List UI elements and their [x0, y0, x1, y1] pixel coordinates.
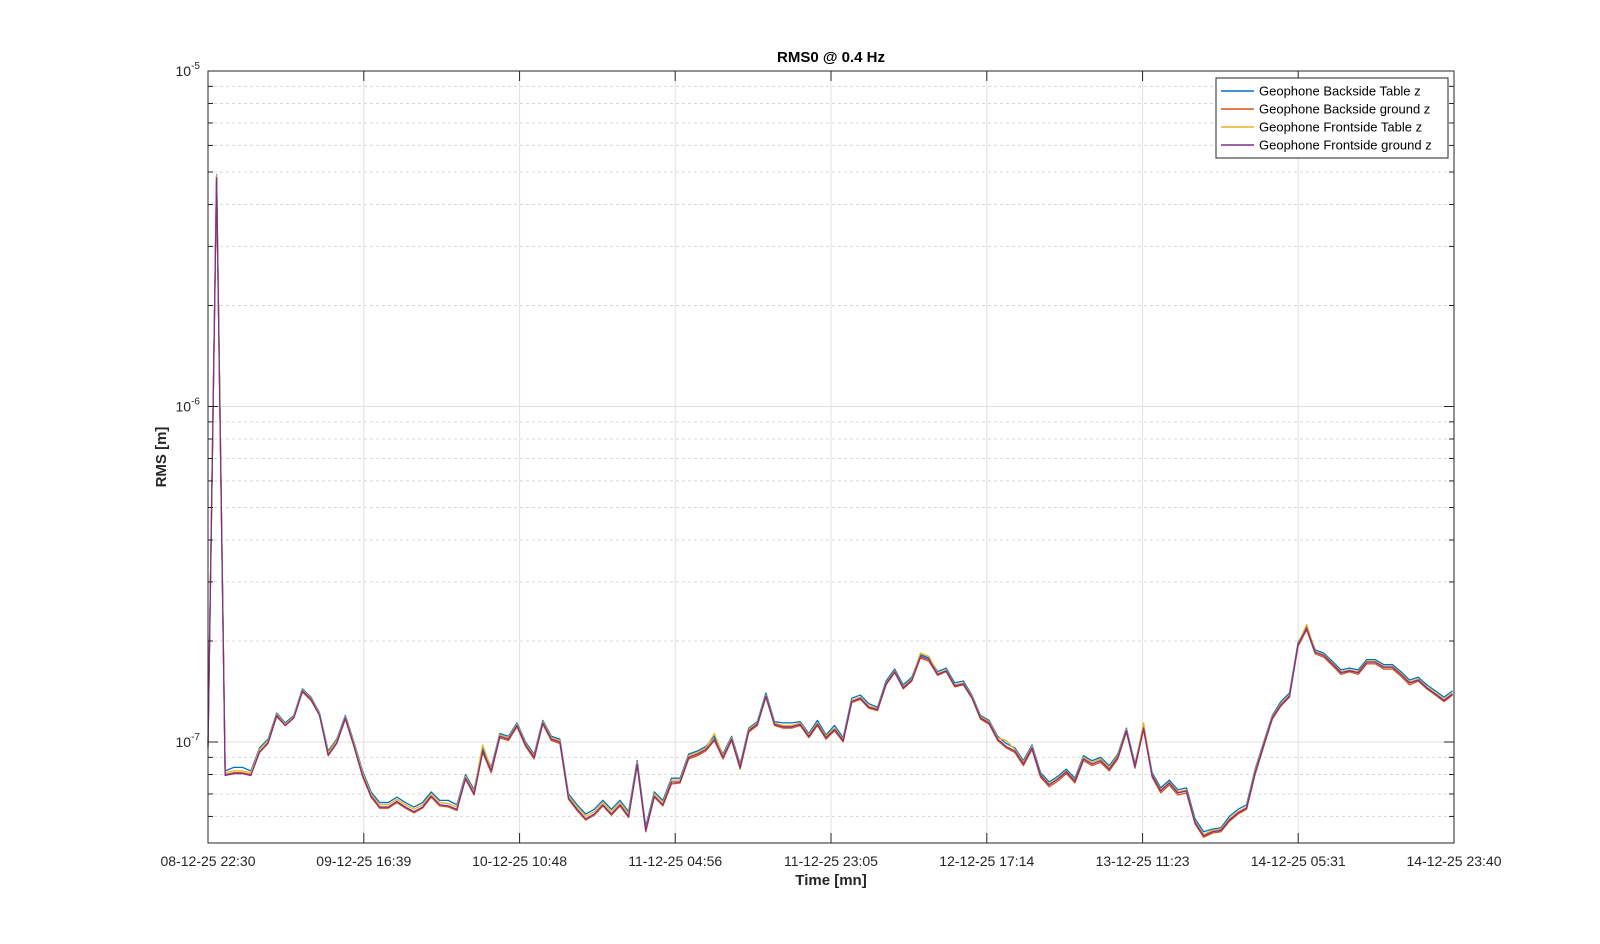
x-tick-label: 09-12-25 16:39	[316, 853, 411, 869]
x-tick-label: 14-12-25 05:31	[1251, 853, 1346, 869]
x-tick-label: 13-12-25 11:23	[1096, 853, 1190, 869]
x-tick-label: 14-12-25 23:40	[1407, 853, 1502, 869]
legend-entry: Geophone Backside Table z	[1259, 84, 1421, 99]
y-tick-exponent: -5	[191, 61, 200, 72]
series-line-4	[207, 177, 1453, 837]
y-tick-label: 10-5	[176, 61, 201, 79]
y-axis-label: RMS [m]	[153, 427, 170, 488]
x-axis-label: Time [mn]	[795, 872, 866, 889]
x-tick-label: 10-12-25 10:48	[472, 853, 567, 869]
legend-entry: Geophone Backside ground z	[1259, 102, 1430, 117]
legend-entry: Geophone Frontside ground z	[1259, 138, 1432, 153]
series-line-3	[207, 174, 1453, 836]
y-tick-base: 10	[176, 399, 192, 415]
legend-box	[1215, 77, 1449, 159]
legend-entry: Geophone Frontside Table z	[1259, 120, 1422, 135]
y-tick-exponent: -6	[191, 397, 200, 408]
series-line-2	[207, 175, 1453, 838]
y-tick-base: 10	[176, 734, 192, 750]
axis-ticks: 10-710-610-508-12-25 22:30 09-12-25 16:39…	[161, 61, 1502, 869]
chart-title: RMS0 @ 0.4 Hz	[777, 49, 885, 66]
series-lines	[207, 174, 1453, 838]
y-tick-exponent: -7	[191, 732, 200, 743]
x-tick-label: 11-12-25 04:56	[628, 853, 722, 869]
y-tick-label: 10-6	[176, 397, 201, 415]
x-tick-label: 12-12-25 17:14	[939, 853, 1034, 869]
y-tick-label: 10-7	[176, 732, 201, 750]
x-tick-label: 08-12-25 22:30	[161, 853, 256, 869]
series-line-1	[207, 174, 1453, 833]
legend: Geophone Backside Table z Geophone Backsi…	[1215, 77, 1449, 159]
y-tick-base: 10	[176, 63, 192, 79]
x-tick-label: 11-12-25 23:05	[784, 853, 878, 869]
